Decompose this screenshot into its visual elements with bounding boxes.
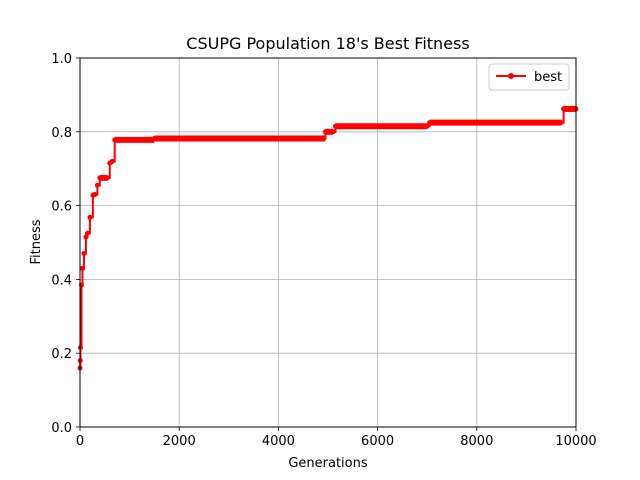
series-point: [92, 192, 98, 198]
plot-series: [77, 105, 579, 371]
chart-title: CSUPG Population 18's Best Fitness: [186, 34, 469, 53]
legend: best: [488, 63, 570, 91]
series-point: [84, 230, 90, 236]
y-tick-label: 0.6: [51, 200, 72, 215]
x-tick-label: 6000: [361, 434, 394, 449]
legend-box: [488, 63, 570, 91]
x-axis-label: Generations: [288, 456, 368, 471]
x-axis-ticks: 0 2000 4000 6000 8000 10000: [76, 427, 597, 449]
x-tick-label: 2000: [163, 434, 196, 449]
y-tick-label: 0.8: [51, 126, 72, 141]
series-point: [81, 251, 87, 257]
series-point: [558, 120, 564, 126]
series-point: [424, 123, 430, 129]
y-tick-label: 1.0: [51, 52, 72, 67]
series-point: [79, 265, 85, 271]
y-tick-label: 0.0: [51, 421, 72, 436]
series-point: [104, 175, 110, 181]
y-axis-ticks: 0.0 0.2 0.4 0.6 0.8 1.0: [51, 52, 80, 436]
x-tick-label: 0: [76, 434, 84, 449]
x-tick-label: 10000: [555, 434, 596, 449]
series-point: [330, 129, 336, 135]
series-point: [94, 182, 100, 188]
x-tick-label: 8000: [460, 434, 493, 449]
y-tick-label: 0.2: [51, 347, 72, 362]
y-tick-label: 0.4: [51, 273, 72, 288]
axes-frame: [79, 57, 577, 428]
series-point: [109, 158, 115, 164]
x-tick-label: 4000: [262, 434, 295, 449]
legend-marker: [508, 73, 514, 79]
y-axis-label: Fitness: [29, 219, 44, 264]
legend-label-best: best: [534, 70, 562, 85]
series-point: [87, 214, 93, 220]
